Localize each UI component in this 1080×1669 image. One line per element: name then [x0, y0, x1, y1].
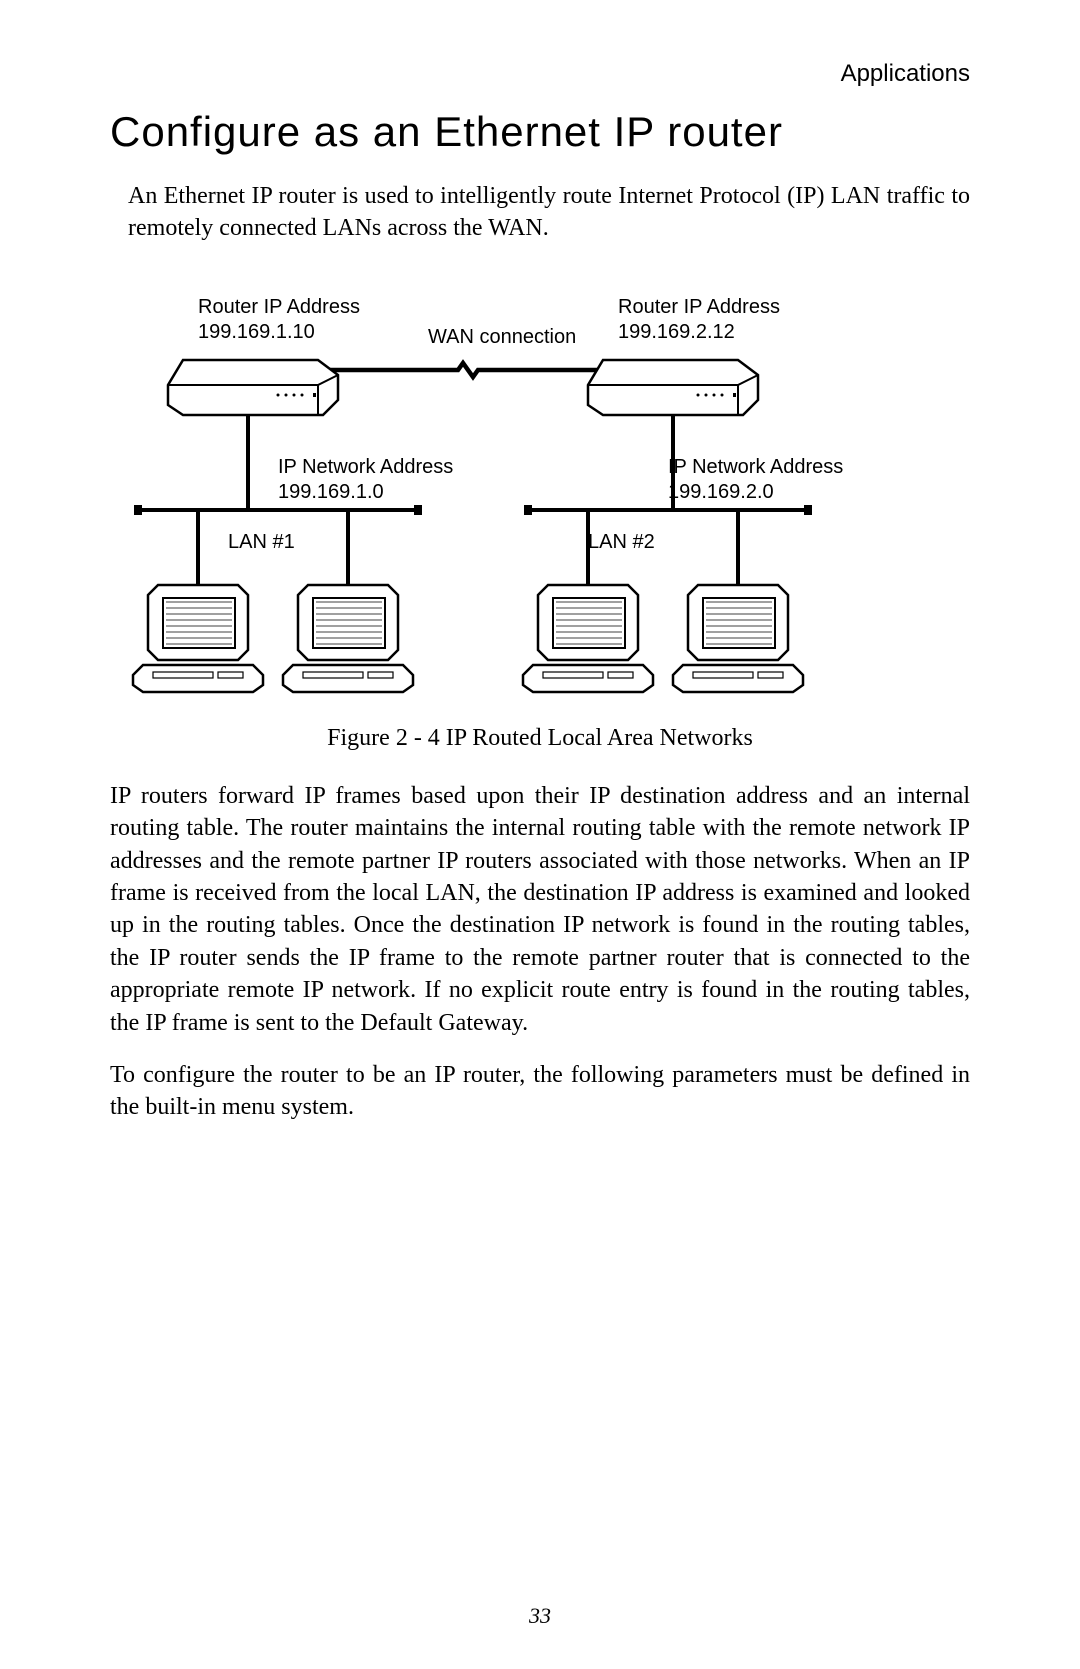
- page-title: Configure as an Ethernet IP router: [110, 108, 970, 156]
- net2-label: IP Network Address: [668, 456, 843, 478]
- figure-caption: Figure 2 - 4 IP Routed Local Area Networ…: [110, 725, 970, 752]
- network-diagram: Router IP Address 199.169.1.10 WAN conne…: [128, 295, 948, 705]
- pc4-icon: [673, 585, 803, 692]
- router2-ip-value: 199.169.2.12: [618, 321, 735, 343]
- body-paragraph-2: To configure the router to be an IP rout…: [110, 1059, 970, 1124]
- intro-paragraph: An Ethernet IP router is used to intelli…: [128, 180, 970, 245]
- router2-icon: [588, 360, 758, 415]
- wan-label: WAN connection: [428, 325, 576, 350]
- pc1-icon: [133, 585, 263, 692]
- body-paragraph-1: IP routers forward IP frames based upon …: [110, 780, 970, 1039]
- router2-ip-label: Router IP Address: [618, 296, 780, 318]
- page-number: 33: [0, 1603, 1080, 1629]
- pc3-icon: [523, 585, 653, 692]
- section-header: Applications: [110, 60, 970, 88]
- router1-ip-label: Router IP Address: [198, 296, 360, 318]
- router1-ip-value: 199.169.1.10: [198, 321, 315, 343]
- router1-icon: [168, 360, 338, 415]
- net2-value: 199.169.2.0: [668, 481, 774, 503]
- net1-label: IP Network Address: [278, 456, 453, 478]
- lan2-label: LAN #2: [588, 530, 655, 555]
- net1-value: 199.169.1.0: [278, 481, 384, 503]
- lan1-label: LAN #1: [228, 530, 295, 555]
- pc2-icon: [283, 585, 413, 692]
